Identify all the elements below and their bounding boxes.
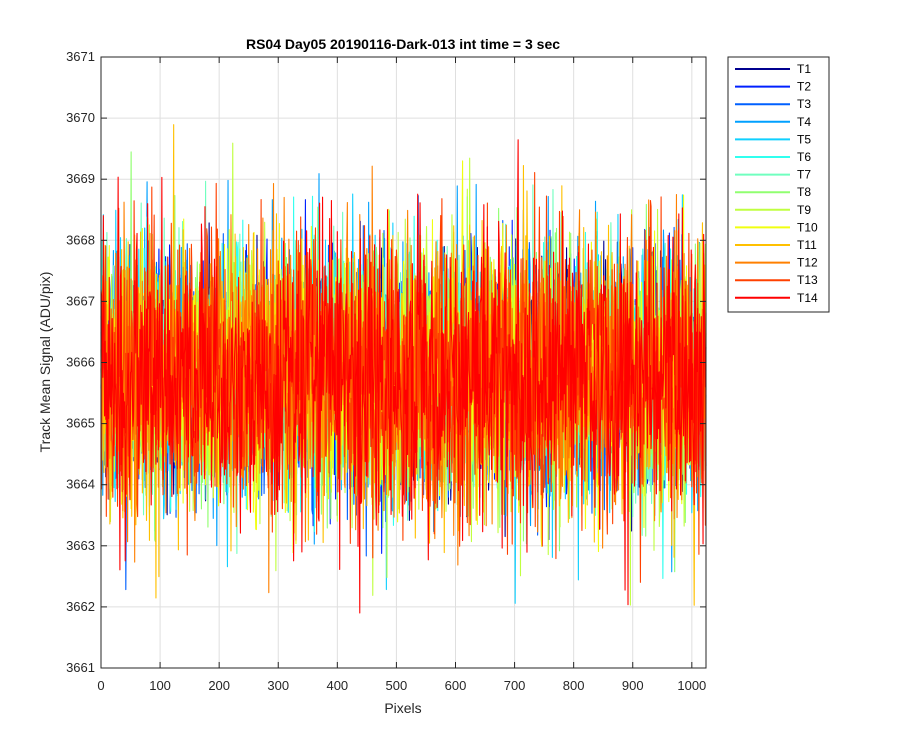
legend: T1 T2 T3 T4 T5 T6 T7 T8 T9 T10 T11 T12 T13 T14 <box>727 56 830 313</box>
legend-label-t2: T2 <box>797 80 811 94</box>
y-tick-label: 3668 <box>66 232 95 247</box>
x-tick-label: 200 <box>208 678 230 693</box>
legend-label-t9: T9 <box>797 203 811 217</box>
x-tick-label: 1000 <box>677 678 706 693</box>
x-tick-label: 900 <box>622 678 644 693</box>
y-tick-label: 3666 <box>66 355 95 370</box>
legend-label-t5: T5 <box>797 132 811 146</box>
legend-label-t4: T4 <box>797 115 811 129</box>
y-tick-label: 3665 <box>66 416 95 431</box>
chart-title: RS04 Day05 20190116-Dark-013 int time = … <box>246 36 560 52</box>
series-line-t14 <box>100 139 707 614</box>
x-tick-label: 500 <box>386 678 408 693</box>
legend-label-t3: T3 <box>797 97 811 111</box>
legend-label-t7: T7 <box>797 168 811 182</box>
y-tick-label: 3663 <box>66 538 95 553</box>
x-tick-label: 0 <box>97 678 104 693</box>
y-tick-label: 3667 <box>66 293 95 308</box>
legend-label-t14: T14 <box>797 291 818 305</box>
legend-box <box>727 56 830 313</box>
x-tick-label: 300 <box>267 678 289 693</box>
legend-label-t8: T8 <box>797 185 811 199</box>
x-tick-label: 700 <box>504 678 526 693</box>
y-tick-label: 3662 <box>66 599 95 614</box>
y-tick-label: 3664 <box>66 477 95 492</box>
y-tick-label: 3661 <box>66 660 95 675</box>
x-tick-label: 400 <box>326 678 348 693</box>
legend-label-t1: T1 <box>797 62 811 76</box>
y-axis-label: Track Mean Signal (ADU/pix) <box>37 272 53 453</box>
y-tick-label: 3670 <box>66 110 95 125</box>
x-tick-label: 800 <box>563 678 585 693</box>
y-tick-label: 3669 <box>66 171 95 186</box>
x-tick-label: 600 <box>445 678 467 693</box>
legend-label-t12: T12 <box>797 256 818 270</box>
axis-ticks: 0 100 200 300 400 500 600 700 800 900 1000 3661 3662… <box>66 49 706 693</box>
series-lines <box>100 124 707 614</box>
x-axis-label: Pixels <box>384 700 421 716</box>
legend-label-t11: T11 <box>797 238 817 252</box>
legend-label-t10: T10 <box>797 220 818 234</box>
legend-label-t13: T13 <box>797 273 818 287</box>
y-tick-label: 3671 <box>66 49 95 64</box>
legend-label-t6: T6 <box>797 150 811 164</box>
x-tick-label: 100 <box>149 678 171 693</box>
